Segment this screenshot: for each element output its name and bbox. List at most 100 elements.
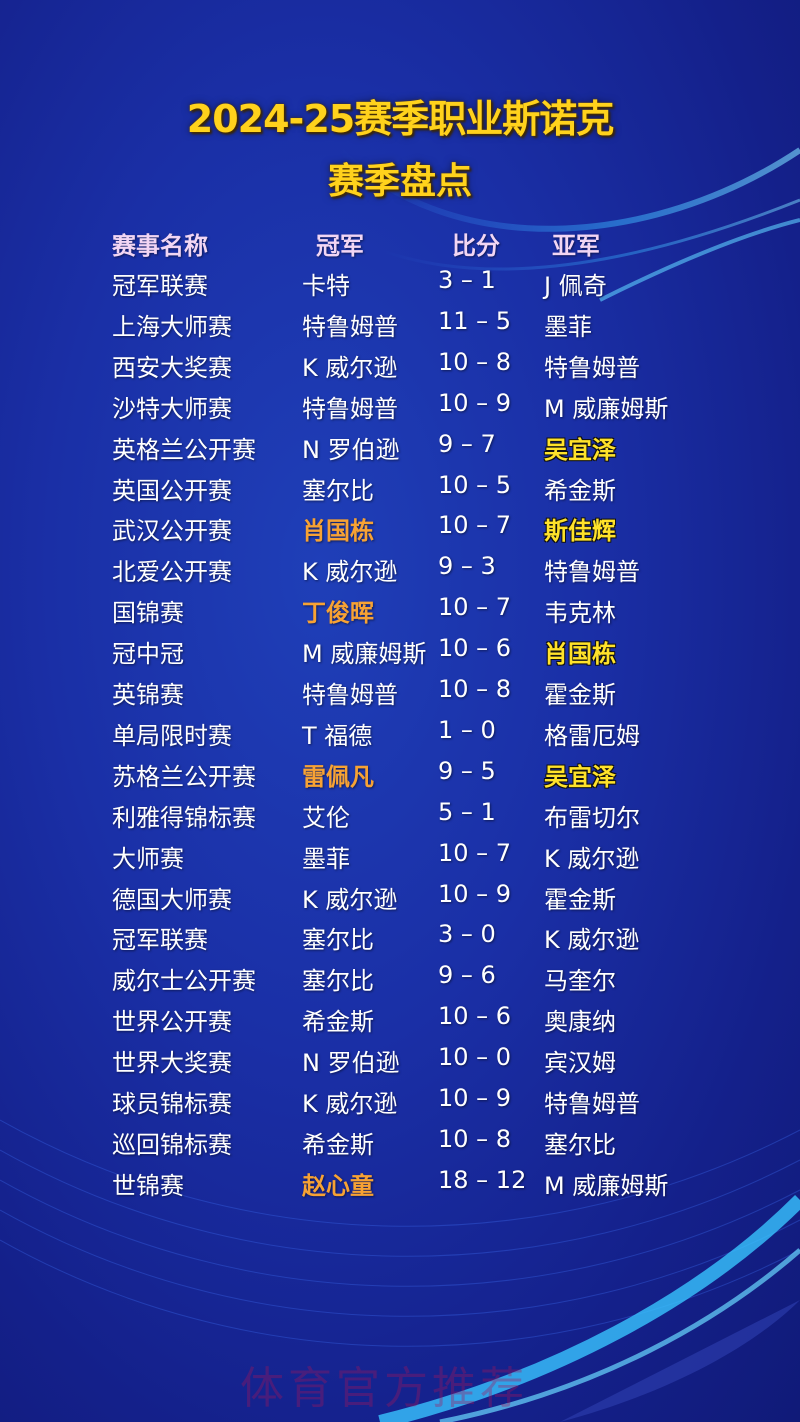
score: 18 – 12 — [438, 1165, 527, 1194]
runner-up-name: 肖国栋 — [544, 640, 616, 669]
runner-up-name: J 佩奇 — [544, 272, 607, 300]
event-name: 球员锦标赛 — [112, 1090, 232, 1118]
runner-up-name: 特鲁姆普 — [544, 353, 640, 382]
event-name: 大师赛 — [112, 844, 184, 873]
event-name: 利雅得锦标赛 — [112, 803, 256, 832]
champion-name: 塞尔比 — [302, 967, 374, 996]
event-name: 北爱公开赛 — [112, 558, 232, 587]
champion-name: K 威尔逊 — [302, 885, 398, 914]
champion-name: 卡特 — [302, 272, 350, 300]
watermark: 体育官方推荐 — [240, 1363, 528, 1414]
runner-up-name: 马奎尔 — [544, 967, 616, 996]
score: 10 – 8 — [438, 675, 512, 703]
champion-name: T 福德 — [302, 721, 373, 750]
score: 10 – 9 — [438, 879, 512, 908]
table-row: 冠中冠 M 威廉姆斯 10 – 6 肖国栋 — [0, 634, 800, 674]
runner-up-name: 宾汉姆 — [544, 1049, 616, 1078]
event-name: 单局限时赛 — [112, 721, 232, 750]
title-line-2: 赛季盘点 — [327, 161, 472, 202]
column-header-champion: 冠军 — [316, 232, 364, 260]
champion-name: 赵心童 — [302, 1171, 374, 1200]
column-header-score: 比分 — [452, 232, 500, 260]
event-name: 威尔士公开赛 — [112, 967, 256, 996]
runner-up-name: 奥康纳 — [544, 1008, 616, 1037]
champion-name: 塞尔比 — [302, 476, 374, 505]
event-name: 武汉公开赛 — [112, 517, 232, 546]
runner-up-name: 墨菲 — [544, 312, 592, 341]
score: 10 – 0 — [438, 1043, 512, 1072]
table-row: 大师赛 墨菲 10 – 7 K 威尔逊 — [0, 839, 800, 879]
runner-up-name: K 威尔逊 — [544, 926, 640, 955]
event-name: 英格兰公开赛 — [112, 435, 256, 464]
column-header-event: 赛事名称 — [112, 232, 208, 260]
event-name: 冠中冠 — [112, 640, 184, 669]
event-name: 英锦赛 — [112, 681, 184, 709]
runner-up-name: K 威尔逊 — [544, 844, 640, 873]
table-row: 英锦赛 特鲁姆普 10 – 8 霍金斯 — [0, 675, 800, 715]
score: 10 – 8 — [438, 1124, 512, 1153]
champion-name: 特鲁姆普 — [302, 394, 398, 423]
table-row: 北爱公开赛 K 威尔逊 9 – 3 特鲁姆普 — [0, 552, 800, 592]
runner-up-name: 特鲁姆普 — [544, 1090, 640, 1118]
event-name: 苏格兰公开赛 — [112, 762, 256, 791]
title-line-1: 2024-25赛季职业斯诺克 — [186, 97, 614, 141]
score: 10 – 7 — [438, 511, 512, 540]
runner-up-name: 霍金斯 — [544, 681, 616, 709]
runner-up-name: 韦克林 — [544, 599, 616, 628]
score: 10 – 8 — [438, 347, 512, 376]
table-row: 利雅得锦标赛 艾伦 5 – 1 布雷切尔 — [0, 798, 800, 838]
score: 1 – 0 — [438, 715, 496, 744]
runner-up-name: 希金斯 — [544, 476, 616, 505]
column-header-runner-up: 亚军 — [552, 232, 600, 260]
champion-name: N 罗伯逊 — [302, 1049, 400, 1078]
table-header: 赛事名称 冠军 比分 亚军 — [0, 226, 800, 266]
runner-up-name: 特鲁姆普 — [544, 558, 640, 587]
score: 3 – 1 — [438, 266, 496, 294]
event-name: 西安大奖赛 — [112, 353, 232, 382]
event-name: 世锦赛 — [112, 1171, 184, 1200]
score: 10 – 7 — [438, 838, 512, 867]
champion-name: 丁俊晖 — [302, 599, 374, 628]
champion-name: 希金斯 — [302, 1008, 374, 1037]
champion-name: 墨菲 — [302, 844, 350, 873]
table-row: 英国公开赛 塞尔比 10 – 5 希金斯 — [0, 471, 800, 511]
event-name: 冠军联赛 — [112, 926, 208, 955]
score: 10 – 9 — [438, 1084, 512, 1112]
score: 10 – 6 — [438, 1002, 512, 1031]
table-row: 威尔士公开赛 塞尔比 9 – 6 马奎尔 — [0, 961, 800, 1001]
event-name: 冠军联赛 — [112, 272, 208, 300]
score: 9 – 5 — [438, 756, 496, 785]
runner-up-name: 格雷厄姆 — [544, 721, 640, 750]
champion-name: 特鲁姆普 — [302, 312, 398, 341]
event-name: 德国大师赛 — [112, 885, 232, 914]
event-name: 上海大师赛 — [112, 312, 232, 341]
event-name: 沙特大师赛 — [112, 394, 232, 423]
runner-up-name: 霍金斯 — [544, 885, 616, 914]
runner-up-name: 布雷切尔 — [544, 803, 640, 832]
table-row: 冠军联赛 塞尔比 3 – 0 K 威尔逊 — [0, 920, 800, 960]
champion-name: K 威尔逊 — [302, 1090, 398, 1118]
table-row: 球员锦标赛 K 威尔逊 10 – 9 特鲁姆普 — [0, 1084, 800, 1124]
champion-name: 特鲁姆普 — [302, 681, 398, 709]
champion-name: 雷佩凡 — [302, 762, 374, 791]
score: 10 – 5 — [438, 470, 512, 499]
table-row: 国锦赛 丁俊晖 10 – 7 韦克林 — [0, 593, 800, 633]
runner-up-name: 吴宜泽 — [544, 762, 616, 791]
runner-up-name: M 威廉姆斯 — [544, 1171, 669, 1200]
champion-name: K 威尔逊 — [302, 353, 398, 382]
table-row: 世锦赛 赵心童 18 – 12 M 威廉姆斯 — [0, 1166, 800, 1206]
table-row: 单局限时赛 T 福德 1 – 0 格雷厄姆 — [0, 716, 800, 756]
score: 5 – 1 — [438, 797, 496, 826]
champion-name: 希金斯 — [302, 1130, 374, 1159]
score: 10 – 6 — [438, 634, 512, 663]
runner-up-name: M 威廉姆斯 — [544, 394, 669, 423]
table-row: 沙特大师赛 特鲁姆普 10 – 9 M 威廉姆斯 — [0, 389, 800, 429]
score: 10 – 7 — [438, 593, 512, 622]
event-name: 国锦赛 — [112, 599, 184, 628]
table-row: 西安大奖赛 K 威尔逊 10 – 8 特鲁姆普 — [0, 348, 800, 388]
score: 9 – 3 — [438, 552, 496, 581]
champion-name: 肖国栋 — [302, 517, 374, 546]
table-row: 世界公开赛 希金斯 10 – 6 奥康纳 — [0, 1002, 800, 1042]
event-name: 世界公开赛 — [112, 1008, 232, 1037]
